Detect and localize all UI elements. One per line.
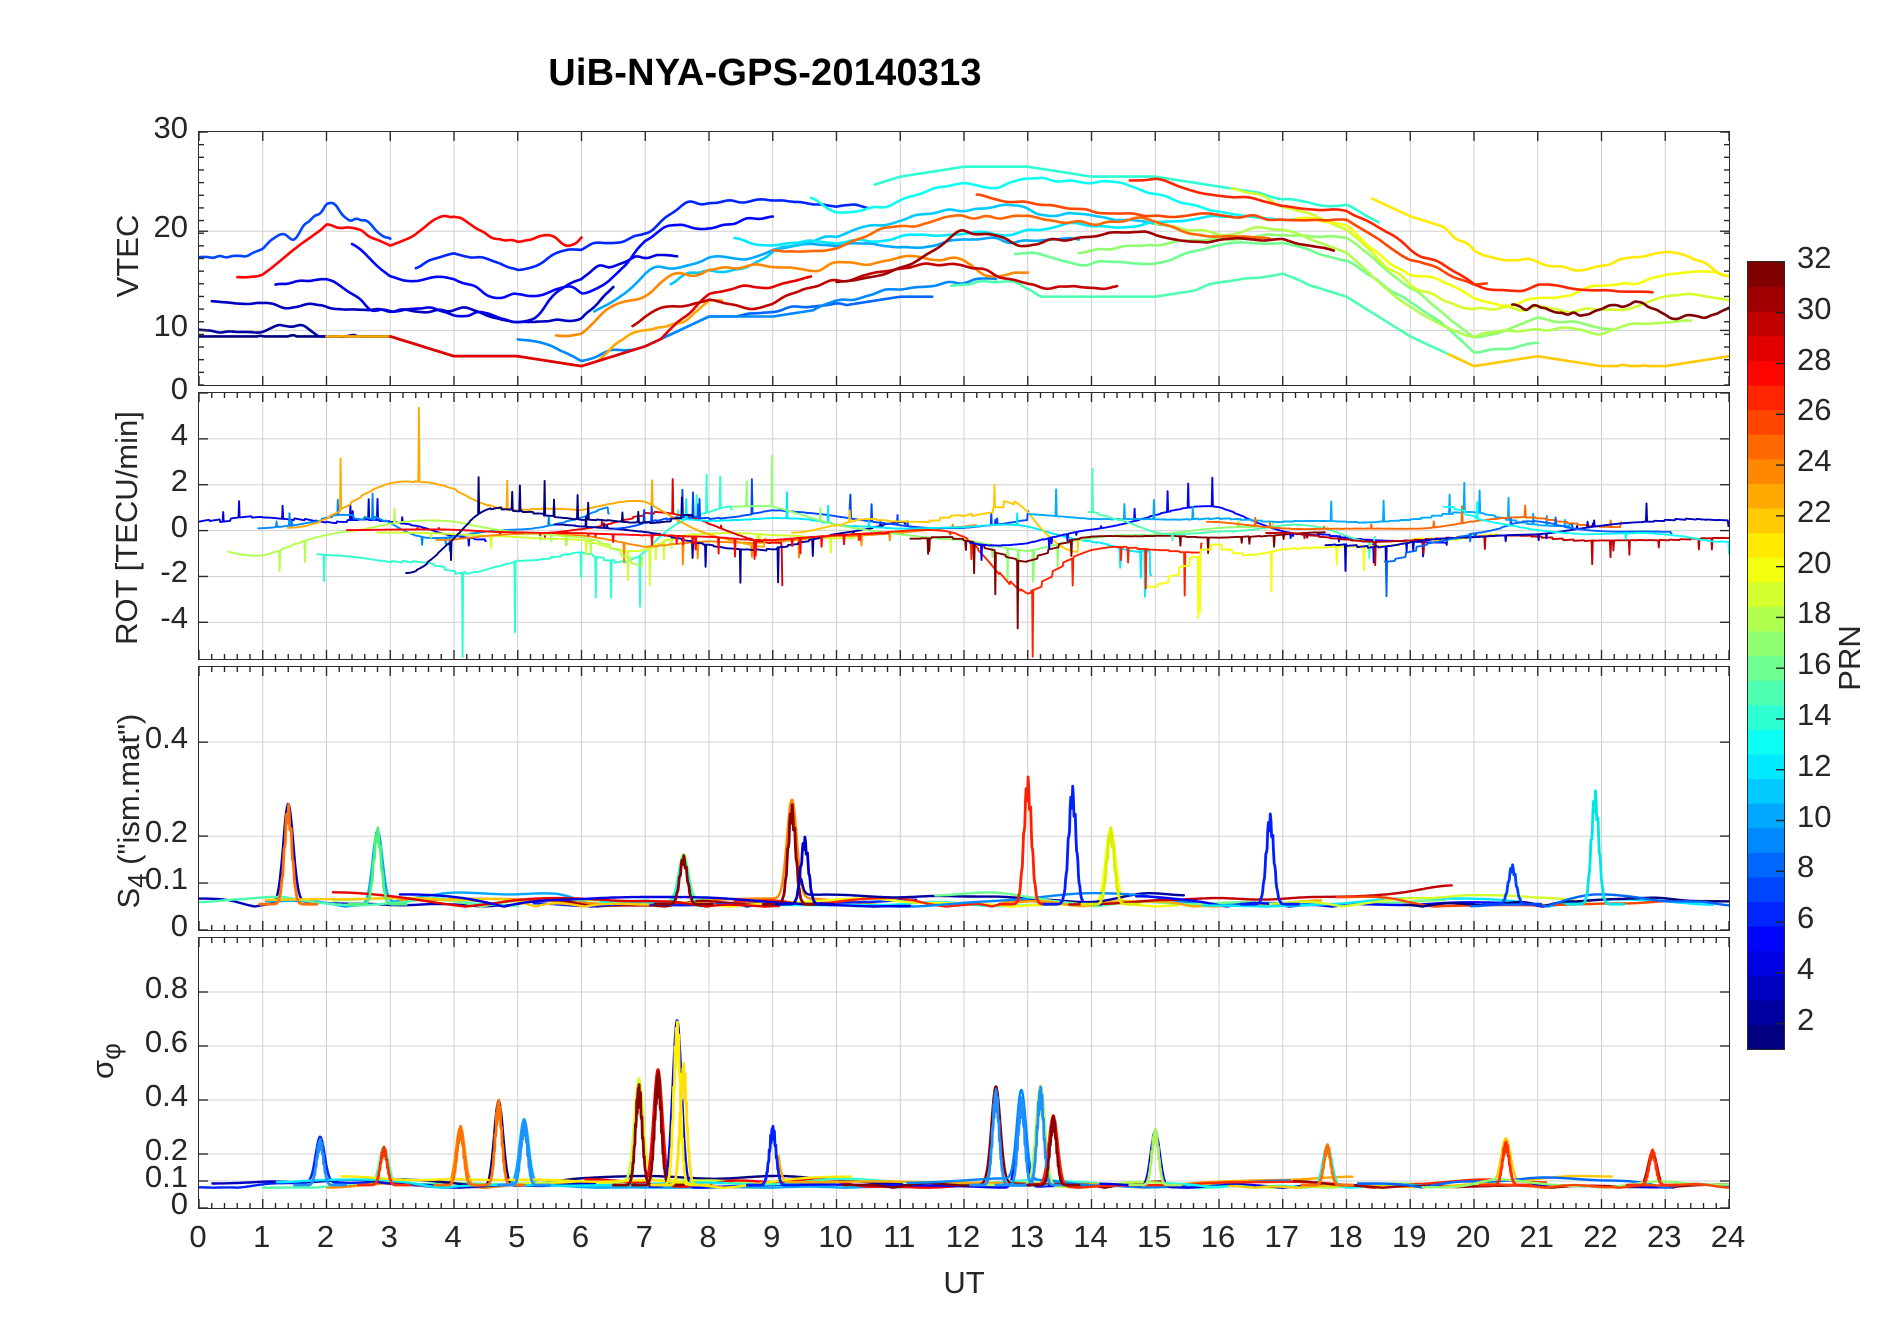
colorbar-tick-label: 2 [1797,1001,1815,1037]
panel-sigma-phi [198,937,1730,1209]
y-tick-label: 0.6 [144,1024,188,1059]
y-tick-label: 0.4 [144,720,188,756]
y-tick-label: 0 [170,508,188,544]
x-tick-label: 12 [945,1219,981,1254]
colorbar-tick-label: 24 [1797,443,1832,479]
y-tick-label: 0.2 [144,1132,188,1167]
x-tick-label: 21 [1519,1219,1554,1254]
y-tick-label: 20 [153,209,188,245]
x-tick-label: 19 [1392,1219,1427,1254]
x-tick-label: 23 [1647,1219,1682,1254]
colorbar-tick-label: 22 [1797,493,1832,529]
colorbar-tick-label: 32 [1797,240,1832,275]
y-tick-label: -2 [160,554,188,590]
colorbar-tick-label: 18 [1797,595,1832,631]
y-tick-label: -4 [160,600,188,636]
x-tick-label: 6 [571,1219,590,1254]
y-tick-label: 0.1 [144,861,188,897]
panel-vtec [198,131,1730,386]
colorbar-tick-label: 4 [1797,950,1815,986]
colorbar-tick-label: 12 [1797,747,1832,783]
panel-s4 [198,666,1730,931]
x-tick-label: 10 [818,1219,853,1254]
y-tick-label: 30 [153,110,188,145]
colorbar-tick-label: 6 [1797,900,1815,936]
x-tick-label: 8 [699,1219,717,1254]
colorbar-tick-label: 16 [1797,646,1832,682]
xaxis-label: UT [943,1265,985,1300]
y-tick-label: 0 [170,1186,188,1221]
x-tick-label: 0 [189,1219,207,1254]
colorbar-prn[interactable] [1747,261,1785,1050]
x-tick-label: 4 [444,1219,462,1254]
x-tick-label: 13 [1009,1219,1044,1254]
colorbar-tick-label: 28 [1797,341,1832,377]
y-tick-label: 0.1 [144,1159,188,1194]
x-tick-label: 5 [508,1219,526,1254]
x-tick-label: 1 [253,1219,271,1254]
figure-title: UiB-NYA-GPS-20140313 [548,52,982,94]
panel-s4-ylabel: S4 ("ism.mat") [110,713,153,909]
y-tick-label: 0 [170,371,188,406]
x-tick-label: 14 [1073,1219,1108,1254]
x-tick-label: 17 [1264,1219,1299,1254]
x-tick-label: 9 [763,1219,781,1254]
x-tick-label: 22 [1583,1219,1618,1254]
x-tick-label: 20 [1455,1219,1491,1254]
colorbar-tick-label: 26 [1797,392,1832,428]
y-tick-label: 10 [153,308,188,344]
colorbar-tick-label: 20 [1797,544,1832,580]
x-tick-label: 2 [316,1219,335,1254]
y-tick-label: 0.8 [144,970,188,1005]
x-tick-label: 3 [380,1219,398,1254]
y-tick-label: 2 [170,462,188,498]
y-tick-label: 0.2 [144,814,188,850]
colorbar-tick-label: 10 [1797,798,1832,834]
colorbar-tick-label: 30 [1797,290,1832,326]
x-tick-label: 18 [1328,1219,1363,1254]
x-tick-label: 15 [1137,1219,1172,1254]
y-tick-label: 4 [170,416,188,452]
x-tick-label: 11 [883,1219,916,1254]
y-tick-label: 0.4 [144,1078,188,1113]
panel-rot [198,392,1730,660]
colorbar-tick-label: 14 [1797,696,1832,732]
x-tick-label: 24 [1710,1219,1746,1254]
x-tick-label: 16 [1200,1219,1236,1254]
x-tick-label: 7 [635,1219,653,1254]
y-tick-label: 0 [170,908,188,943]
colorbar-label: PRN [1832,625,1867,691]
colorbar-tick-label: 8 [1797,849,1815,885]
